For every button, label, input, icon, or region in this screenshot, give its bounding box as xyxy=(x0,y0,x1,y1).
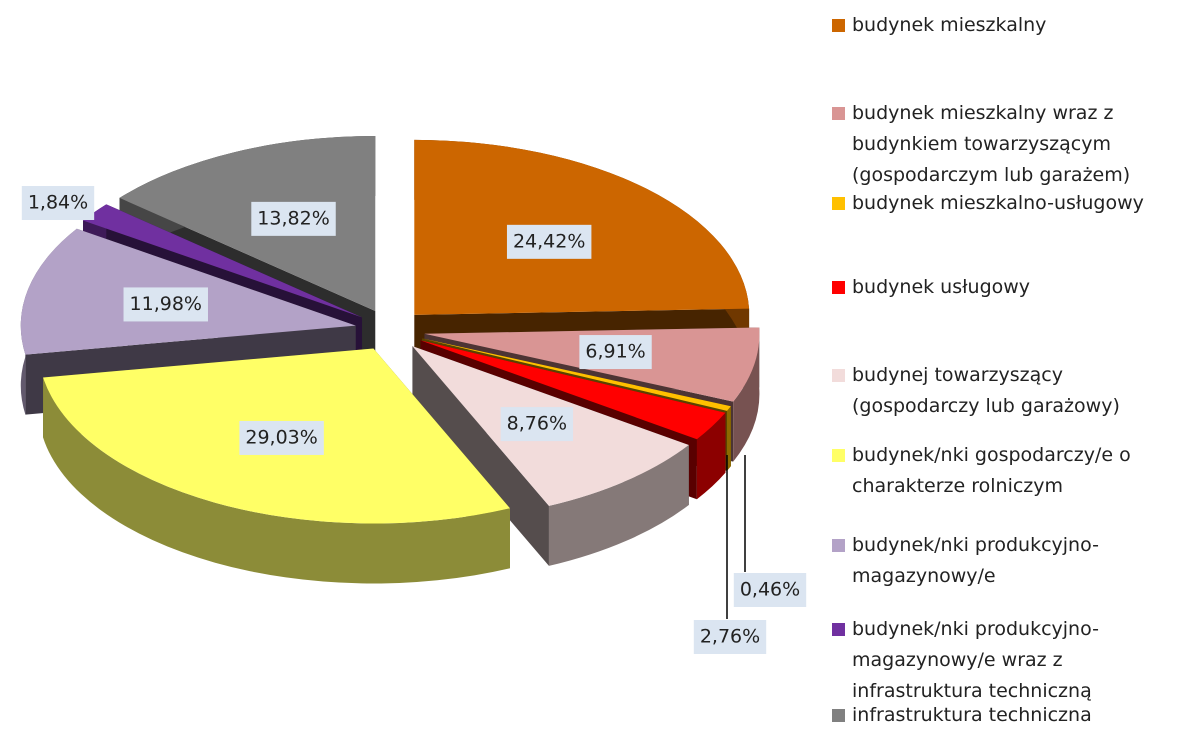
legend-label: budynek usługowy xyxy=(852,276,1031,298)
value-label: 0,46% xyxy=(740,579,800,601)
legend-swatch xyxy=(832,369,845,382)
pie-slice xyxy=(119,135,376,311)
legend-swatch xyxy=(832,19,845,32)
legend-item: budynek usługowy xyxy=(832,272,1187,303)
legend-swatch xyxy=(832,709,845,722)
value-label: 8,76% xyxy=(507,413,567,435)
legend-swatch xyxy=(832,623,845,636)
slice-side xyxy=(414,139,750,375)
label-box xyxy=(500,407,574,442)
slice-wall xyxy=(733,327,760,462)
value-label: 1,84% xyxy=(28,192,88,214)
value-label: 11,98% xyxy=(130,293,202,315)
legend-label: infrastruktura techniczna xyxy=(852,704,1092,726)
legend-label: budynek mieszkalno-usługowy xyxy=(852,192,1144,214)
pie-slice xyxy=(420,340,726,440)
label-box xyxy=(123,287,208,322)
legend-swatch xyxy=(832,449,845,462)
legend-item: budynek/nki gospodarczy/e o charakterze … xyxy=(832,440,1187,502)
legend-label: budynek/nki produkcyjno-magazynowy/e wra… xyxy=(852,618,1099,702)
label-box xyxy=(693,620,767,654)
label-box xyxy=(733,573,807,607)
legend-item: infrastruktura techniczna xyxy=(832,700,1187,731)
slice-wall xyxy=(696,412,726,500)
legend-swatch xyxy=(832,539,845,552)
legend-item: budynek/nki produkcyjno-magazynowy/e wra… xyxy=(832,614,1187,707)
legend-label: budynej towarzyszący (gospodarczy lub ga… xyxy=(852,364,1120,417)
legend-item: budynek mieszkalno-usługowy xyxy=(832,188,1187,219)
legend-label: budynek/nki gospodarczy/e o charakterze … xyxy=(852,444,1131,497)
label-box xyxy=(506,224,592,259)
legend-swatch xyxy=(832,197,845,210)
pie-slice xyxy=(422,338,731,411)
legend-label: budynek mieszkalny xyxy=(852,14,1047,36)
label-box xyxy=(21,186,95,220)
legend-item: budynek mieszkalny wraz z budynkiem towa… xyxy=(832,98,1187,191)
slice-wall xyxy=(43,377,510,584)
legend-item: budynek/nki produkcyjno-magazynowy/e xyxy=(832,530,1187,592)
label-box xyxy=(239,420,324,455)
legend-item: budynej towarzyszący (gospodarczy lub ga… xyxy=(832,360,1187,422)
legend-label: budynek mieszkalny wraz z budynkiem towa… xyxy=(852,102,1131,186)
legend-label: budynek/nki produkcyjno-magazynowy/e xyxy=(852,534,1099,587)
value-label: 24,42% xyxy=(513,230,585,252)
value-label: 13,82% xyxy=(257,207,329,229)
legend-swatch xyxy=(832,107,845,120)
value-label: 6,91% xyxy=(585,341,645,363)
slice-wall xyxy=(726,406,731,471)
label-box xyxy=(579,335,652,370)
value-label: 2,76% xyxy=(700,626,760,648)
legend-swatch xyxy=(832,281,845,294)
label-box xyxy=(251,201,336,236)
value-label: 29,03% xyxy=(245,426,317,448)
legend-item: budynek mieszkalny xyxy=(832,10,1187,41)
slice-wall xyxy=(548,445,689,566)
pie-slice xyxy=(83,204,363,318)
